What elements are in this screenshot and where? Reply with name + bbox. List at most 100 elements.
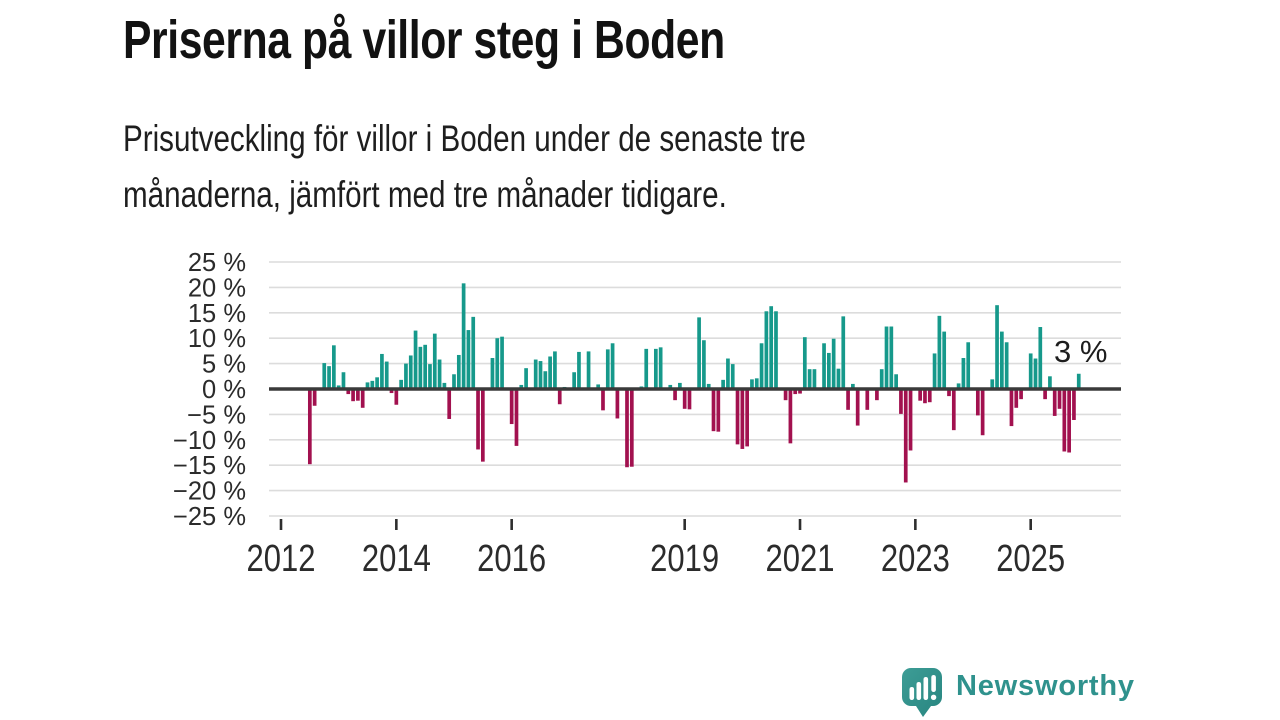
bar [1043, 389, 1047, 400]
bar [548, 356, 552, 389]
bar [653, 348, 658, 389]
y-axis-label: 10 % [188, 325, 246, 353]
bar [831, 338, 836, 389]
bar [750, 379, 754, 389]
bar [452, 374, 456, 389]
bar [1072, 389, 1076, 420]
bar [437, 359, 442, 389]
bar [341, 372, 346, 389]
bar [605, 349, 610, 389]
bar [1062, 389, 1067, 452]
bar [721, 379, 725, 389]
bar [702, 340, 706, 389]
bar [1052, 389, 1057, 416]
bar [514, 389, 519, 446]
bar [678, 382, 682, 389]
bar [836, 368, 841, 389]
subtitle-line-2: månaderna, jämfört med tre månader tidig… [123, 174, 727, 215]
x-axis-label: 2014 [362, 538, 431, 580]
bar [918, 389, 923, 401]
bar [1014, 389, 1019, 408]
bar [754, 378, 759, 389]
y-axis-label: 5 % [202, 351, 246, 379]
x-axis-label: 2012 [247, 538, 316, 580]
bar [490, 358, 495, 389]
bar [894, 374, 898, 389]
bar [423, 344, 428, 389]
bar [697, 317, 701, 389]
bar [687, 389, 692, 410]
bar [875, 389, 879, 401]
y-axis-label: −5 % [187, 401, 246, 429]
bar [841, 316, 846, 389]
bar [769, 306, 774, 389]
bar [356, 389, 360, 401]
bar [947, 389, 951, 397]
bar [740, 389, 745, 449]
bar [798, 389, 802, 394]
bar [307, 389, 312, 465]
bar [942, 331, 947, 389]
page-title: Priserna på villor steg i Boden [123, 10, 725, 70]
bar [1067, 389, 1071, 453]
bar [668, 384, 673, 389]
bar [865, 389, 870, 410]
bar [889, 326, 894, 389]
bar [322, 363, 327, 389]
bar [807, 369, 812, 389]
bar [432, 333, 437, 389]
bar [466, 330, 471, 389]
bar [533, 359, 538, 389]
bar [990, 379, 995, 389]
bar [966, 342, 971, 389]
bar [726, 358, 730, 389]
bar [812, 369, 817, 389]
newsworthy-logo: Newsworthy [902, 668, 1222, 720]
bar [615, 389, 620, 419]
x-axis-label: 2021 [766, 538, 835, 580]
bar [851, 383, 855, 389]
newsworthy-logo-text: Newsworthy [956, 670, 1135, 702]
bar [601, 389, 605, 411]
bar [1076, 373, 1081, 389]
y-axis-label: 25 % [188, 249, 246, 277]
bar [572, 372, 576, 389]
x-axis-label: 2016 [477, 538, 546, 580]
y-axis-label: 0 % [202, 376, 246, 404]
y-axis-label: −15 % [173, 452, 246, 480]
bar [932, 353, 937, 389]
bar [822, 343, 826, 389]
bar [899, 389, 903, 414]
y-axis-label: 20 % [188, 274, 246, 302]
bar [1009, 389, 1014, 427]
bar [711, 389, 716, 432]
bar [365, 382, 370, 389]
bar [413, 330, 418, 389]
newsworthy-logo-icon [902, 668, 942, 717]
bar [1057, 389, 1062, 409]
y-axis-label: 15 % [188, 300, 246, 328]
bar [673, 389, 677, 401]
bar [456, 354, 461, 389]
chart-subtitle: Prisutveckling för villor i Boden under … [123, 111, 806, 223]
bar [509, 389, 514, 425]
bar [826, 352, 831, 389]
bar [500, 336, 504, 389]
bar [1033, 358, 1038, 389]
bar [1019, 389, 1023, 400]
y-axis-label: −25 % [173, 503, 246, 531]
bar [1028, 353, 1033, 389]
bar [461, 283, 466, 389]
x-axis-label: 2025 [996, 538, 1065, 580]
x-axis-label: 2019 [650, 538, 719, 580]
bar [495, 338, 500, 389]
bar [557, 389, 562, 405]
bar [370, 380, 375, 389]
bar [360, 389, 365, 408]
bar [783, 389, 788, 401]
bar [951, 389, 956, 431]
bar [1048, 376, 1052, 389]
y-axis-label: −10 % [173, 427, 246, 455]
bar [644, 348, 649, 389]
bar [394, 389, 399, 405]
